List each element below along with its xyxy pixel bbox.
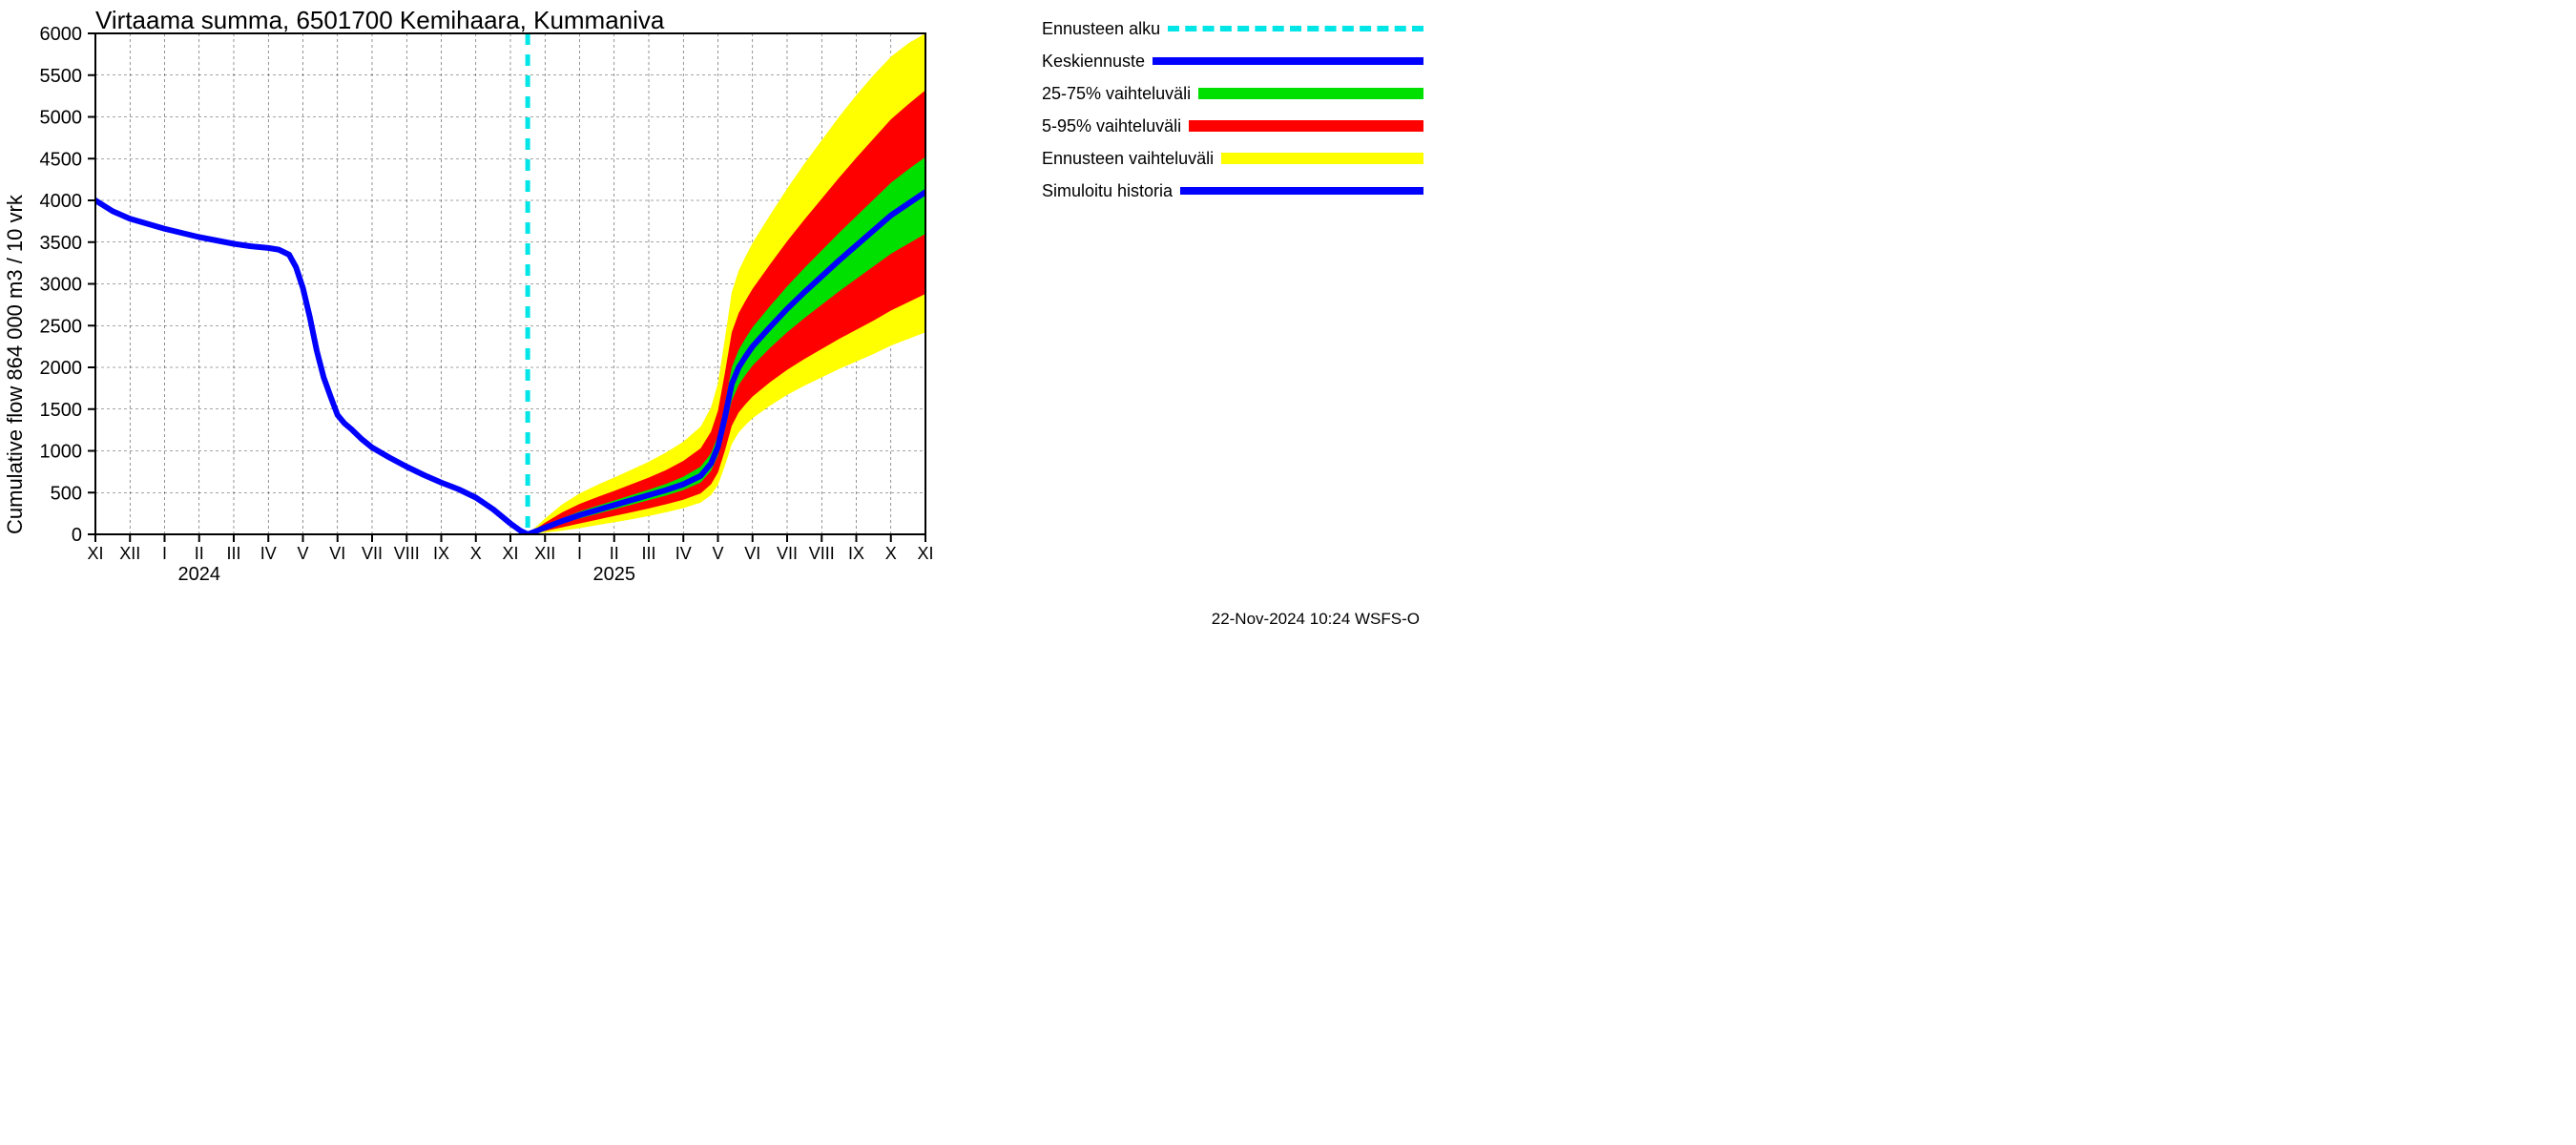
svg-text:I: I xyxy=(577,544,582,563)
svg-text:IV: IV xyxy=(260,544,277,563)
legend-swatch xyxy=(1168,26,1423,31)
svg-text:IX: IX xyxy=(433,544,449,563)
legend-item: 5-95% vaihteluväli xyxy=(1042,112,1423,140)
legend-label: Ennusteen vaihteluväli xyxy=(1042,149,1214,169)
legend-label: Simuloitu historia xyxy=(1042,181,1173,201)
legend: Ennusteen alku Keskiennuste 25-75% vaiht… xyxy=(1042,14,1423,209)
legend-item: 25-75% vaihteluväli xyxy=(1042,79,1423,108)
svg-text:5500: 5500 xyxy=(40,66,83,87)
svg-text:VIII: VIII xyxy=(809,544,835,563)
svg-text:4500: 4500 xyxy=(40,149,83,170)
svg-text:500: 500 xyxy=(51,483,82,504)
svg-text:II: II xyxy=(610,544,619,563)
svg-text:III: III xyxy=(641,544,655,563)
svg-text:VI: VI xyxy=(329,544,345,563)
svg-text:XII: XII xyxy=(119,544,140,563)
svg-text:2024: 2024 xyxy=(178,564,221,585)
legend-swatch xyxy=(1153,57,1423,65)
svg-text:XI: XI xyxy=(917,544,933,563)
svg-text:V: V xyxy=(297,544,308,563)
chart-plot: 0 500 1000 1500 2000 2500 3000 3500 4000 4500 5000… xyxy=(0,0,1030,611)
svg-text:1000: 1000 xyxy=(40,442,83,463)
svg-text:2000: 2000 xyxy=(40,358,83,379)
svg-text:V: V xyxy=(712,544,723,563)
svg-text:VII: VII xyxy=(777,544,798,563)
legend-swatch xyxy=(1189,120,1423,132)
legend-label: Ennusteen alku xyxy=(1042,19,1160,39)
svg-text:4000: 4000 xyxy=(40,191,83,212)
svg-text:0: 0 xyxy=(72,525,82,546)
legend-item: Simuloitu historia xyxy=(1042,177,1423,205)
svg-text:IV: IV xyxy=(675,544,692,563)
legend-label: 5-95% vaihteluväli xyxy=(1042,116,1181,136)
legend-swatch xyxy=(1198,88,1423,99)
svg-text:XI: XI xyxy=(502,544,518,563)
svg-text:VII: VII xyxy=(362,544,383,563)
svg-text:VI: VI xyxy=(744,544,760,563)
svg-text:1500: 1500 xyxy=(40,400,83,421)
svg-text:III: III xyxy=(226,544,240,563)
svg-text:3500: 3500 xyxy=(40,233,83,254)
legend-item: Ennusteen alku xyxy=(1042,14,1423,43)
svg-text:X: X xyxy=(470,544,482,563)
svg-text:II: II xyxy=(195,544,204,563)
svg-text:5000: 5000 xyxy=(40,108,83,129)
legend-swatch xyxy=(1180,187,1423,195)
svg-text:I: I xyxy=(162,544,167,563)
svg-text:VIII: VIII xyxy=(394,544,420,563)
legend-item: Keskiennuste xyxy=(1042,47,1423,75)
svg-text:XII: XII xyxy=(534,544,555,563)
svg-text:XI: XI xyxy=(87,544,103,563)
svg-text:3000: 3000 xyxy=(40,275,83,296)
legend-label: 25-75% vaihteluväli xyxy=(1042,84,1191,104)
svg-text:IX: IX xyxy=(848,544,864,563)
chart-wrap: Virtaama summa, 6501700 Kemihaara, Kumma… xyxy=(0,0,1431,636)
legend-label: Keskiennuste xyxy=(1042,52,1145,72)
legend-item: Ennusteen vaihteluväli xyxy=(1042,144,1423,173)
timestamp-footer: 22-Nov-2024 10:24 WSFS-O xyxy=(1212,610,1420,629)
svg-text:X: X xyxy=(885,544,897,563)
svg-text:6000: 6000 xyxy=(40,24,83,45)
svg-text:2500: 2500 xyxy=(40,316,83,337)
legend-swatch xyxy=(1221,153,1423,164)
svg-text:2025: 2025 xyxy=(593,564,636,585)
